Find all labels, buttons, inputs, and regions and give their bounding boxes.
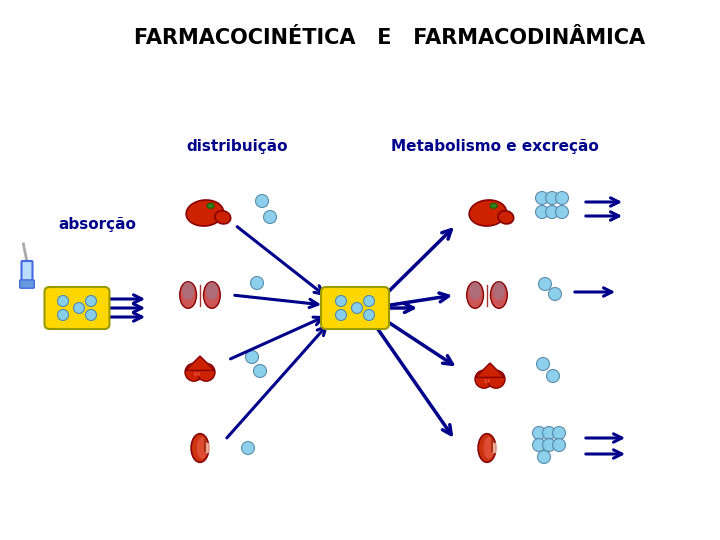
Circle shape <box>487 370 505 388</box>
Ellipse shape <box>498 211 513 224</box>
Circle shape <box>475 370 493 388</box>
Ellipse shape <box>469 282 481 300</box>
Circle shape <box>546 192 559 205</box>
FancyBboxPatch shape <box>19 280 35 288</box>
Polygon shape <box>476 363 505 377</box>
Circle shape <box>364 295 374 307</box>
Ellipse shape <box>207 203 215 208</box>
Circle shape <box>241 442 254 455</box>
Ellipse shape <box>182 282 194 300</box>
Circle shape <box>536 192 549 205</box>
Circle shape <box>536 357 549 370</box>
Circle shape <box>536 206 549 219</box>
Text: distribuição: distribuição <box>186 139 288 154</box>
Circle shape <box>533 427 546 440</box>
Ellipse shape <box>484 437 495 459</box>
Circle shape <box>73 302 84 314</box>
Circle shape <box>86 295 96 307</box>
Circle shape <box>351 302 362 314</box>
Ellipse shape <box>484 379 490 383</box>
Circle shape <box>246 350 258 363</box>
FancyBboxPatch shape <box>321 287 389 329</box>
Circle shape <box>58 295 68 307</box>
Circle shape <box>251 276 264 289</box>
Ellipse shape <box>215 211 230 224</box>
Text: absorção: absorção <box>58 218 136 233</box>
Ellipse shape <box>490 203 498 208</box>
Circle shape <box>552 438 565 451</box>
FancyBboxPatch shape <box>45 287 109 329</box>
Circle shape <box>538 450 551 463</box>
Ellipse shape <box>206 282 218 300</box>
Circle shape <box>86 309 96 321</box>
Ellipse shape <box>469 200 507 226</box>
Circle shape <box>264 211 276 224</box>
Circle shape <box>549 287 562 300</box>
Text: Metabolismo e excreção: Metabolismo e excreção <box>391 139 599 154</box>
Ellipse shape <box>478 434 496 462</box>
FancyBboxPatch shape <box>22 261 32 283</box>
Circle shape <box>552 427 565 440</box>
Circle shape <box>556 192 569 205</box>
Circle shape <box>556 206 569 219</box>
Ellipse shape <box>180 282 197 308</box>
Ellipse shape <box>186 200 223 226</box>
Circle shape <box>336 295 346 307</box>
Ellipse shape <box>490 282 508 308</box>
Circle shape <box>539 278 552 291</box>
Circle shape <box>533 438 546 451</box>
Ellipse shape <box>204 443 210 454</box>
Circle shape <box>197 363 215 381</box>
Text: FARMACOCINÉTICA   E   FARMACODINÂMICA: FARMACOCINÉTICA E FARMACODINÂMICA <box>135 28 646 48</box>
Circle shape <box>546 206 559 219</box>
Ellipse shape <box>192 434 209 462</box>
Polygon shape <box>186 356 215 370</box>
Circle shape <box>364 309 374 321</box>
Ellipse shape <box>493 282 505 300</box>
Ellipse shape <box>194 372 200 376</box>
Circle shape <box>253 364 266 377</box>
Circle shape <box>542 438 556 451</box>
Ellipse shape <box>197 437 207 459</box>
Circle shape <box>58 309 68 321</box>
Ellipse shape <box>467 282 484 308</box>
Ellipse shape <box>204 282 220 308</box>
Circle shape <box>542 427 556 440</box>
Circle shape <box>256 194 269 207</box>
Circle shape <box>185 363 203 381</box>
Ellipse shape <box>492 443 498 454</box>
Circle shape <box>546 369 559 382</box>
Circle shape <box>336 309 346 321</box>
